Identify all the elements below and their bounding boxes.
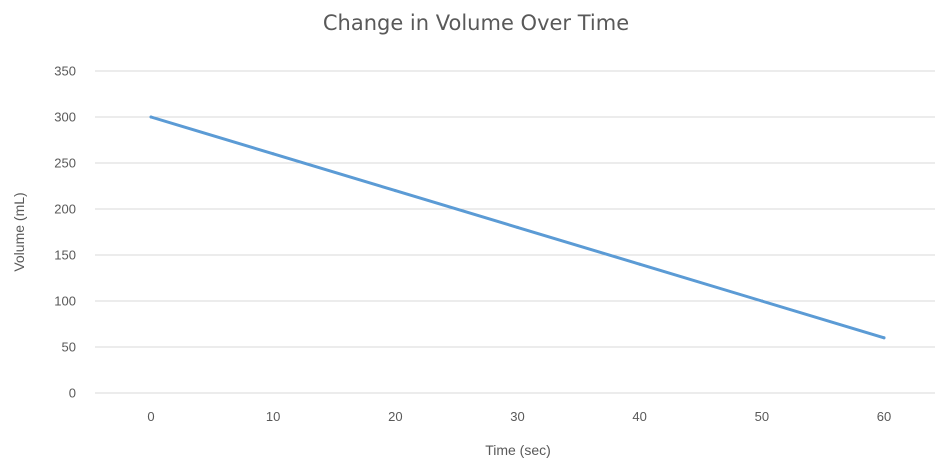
x-tick-label: 0 [147, 409, 154, 424]
y-tick-label: 0 [69, 386, 76, 401]
x-axis-label: Time (sec) [485, 442, 551, 458]
chart-title: Change in Volume Over Time [323, 11, 629, 35]
y-tick-label: 150 [54, 248, 76, 263]
data-point [271, 152, 275, 156]
data-point [516, 225, 519, 229]
y-axis-label: Volume (mL) [11, 192, 27, 271]
x-tick-label: 20 [388, 409, 402, 424]
y-tick-label: 250 [54, 156, 76, 171]
y-tick-label: 350 [54, 64, 76, 79]
data-point [760, 299, 764, 303]
data-point [638, 262, 642, 266]
x-tick-label: 10 [266, 409, 280, 424]
x-tick-label: 50 [755, 409, 769, 424]
x-axis-ticks: 0 10 20 30 40 50 60 [147, 409, 891, 424]
x-tick-label: 40 [632, 409, 646, 424]
data-point [149, 115, 153, 119]
gridlines [95, 70, 935, 394]
data-point [393, 189, 397, 193]
y-tick-label: 100 [54, 294, 76, 309]
series-layer [149, 115, 886, 340]
x-tick-label: 60 [877, 409, 891, 424]
x-tick-label: 30 [510, 409, 524, 424]
y-tick-label: 50 [62, 340, 76, 355]
y-tick-label: 200 [54, 202, 76, 217]
y-tick-label: 300 [54, 110, 76, 125]
data-point [882, 336, 886, 340]
y-axis-ticks: 0 50 100 150 200 250 300 350 [54, 64, 76, 401]
